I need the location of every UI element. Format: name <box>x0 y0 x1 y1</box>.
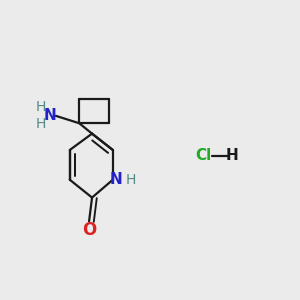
Text: H: H <box>36 117 46 131</box>
Text: H: H <box>36 100 46 114</box>
Text: H: H <box>225 148 238 164</box>
Text: N: N <box>110 172 123 187</box>
Text: N: N <box>44 108 57 123</box>
Text: O: O <box>82 221 96 239</box>
Text: Cl: Cl <box>195 148 212 164</box>
Text: H: H <box>125 173 136 187</box>
